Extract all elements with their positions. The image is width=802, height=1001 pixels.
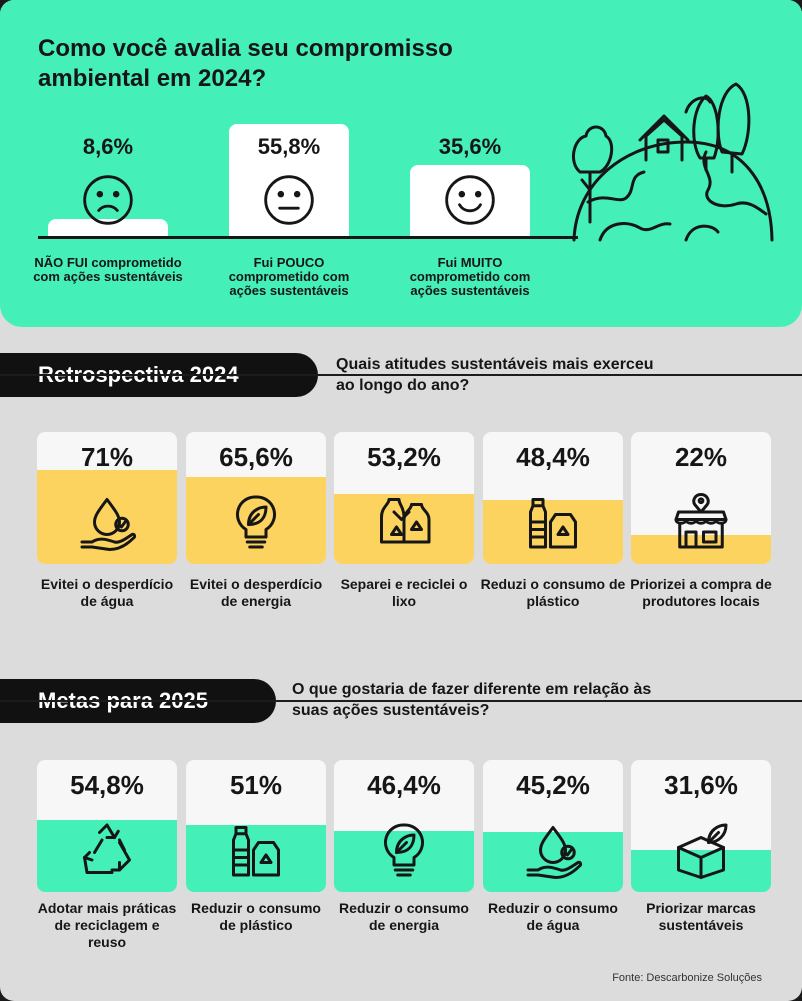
hand-water-drop-icon xyxy=(523,820,583,880)
percentage-bar xyxy=(37,820,177,892)
plastic-bottles-icon xyxy=(523,492,583,552)
stat-card: 22% xyxy=(631,432,771,564)
card-label: Evitei o desperdício de água xyxy=(40,576,174,609)
percentage-bar xyxy=(483,500,623,564)
card-percentage: 53,2% xyxy=(367,442,441,472)
evaluation-percentage: 35,6% xyxy=(438,134,502,159)
card-percentage: 46,4% xyxy=(367,770,441,800)
card-percentage: 31,6% xyxy=(664,770,738,800)
goals-question: O que gostaria de fazer diferente em rel… xyxy=(292,681,652,719)
card-label: Priorizar marcas sustentáveis xyxy=(646,900,756,933)
card-percentage: 51% xyxy=(229,770,283,800)
stat-card: 65,6% xyxy=(186,432,326,564)
plastic-bottles-icon xyxy=(232,826,280,877)
card-label: Reduzir o consumo de plástico xyxy=(191,900,321,933)
sustainable-box-icon xyxy=(677,823,728,879)
percentage-bar xyxy=(334,831,474,892)
card-label: Priorizei a compra de produtores locais xyxy=(630,576,772,609)
local-store-icon xyxy=(671,492,731,552)
evaluation-label: Fui POUCO comprometido com ações sustent… xyxy=(228,255,350,298)
percentage-bar xyxy=(186,825,326,892)
evaluation-label: Fui MUITO comprometido com ações sustent… xyxy=(409,255,531,298)
percentage-bar xyxy=(631,535,771,564)
survey-title: Como você avalia seu compromisso ambient… xyxy=(38,35,453,92)
bar-baseline xyxy=(38,236,578,239)
hand-water-drop-icon xyxy=(80,498,137,551)
stat-card: 48,4% xyxy=(483,432,623,564)
earth-with-house-and-trees-icon xyxy=(571,82,774,242)
recycle-arrows-icon xyxy=(77,820,137,880)
plastic-bottles-icon xyxy=(226,820,286,880)
recycling-bags-icon xyxy=(374,492,434,552)
happy-face-icon xyxy=(410,172,530,233)
card-label: Adotar mais práticas de reciclagem e reu… xyxy=(37,900,177,950)
card-percentage: 45,2% xyxy=(516,770,590,800)
recycling-bags-icon xyxy=(380,498,431,544)
retrospective-question: Quais atitudes sustentáveis mais exerceu… xyxy=(336,356,654,394)
sad-face-icon xyxy=(83,175,133,225)
card-label: Separei e reciclei o lixo xyxy=(340,576,468,609)
sustainable-box-icon xyxy=(671,820,731,880)
source-note: Fonte: Descarbonize Soluções xyxy=(612,972,762,984)
percentage-bar xyxy=(186,477,326,564)
card-label: Reduzir o consumo de água xyxy=(488,900,618,933)
hand-water-drop-icon xyxy=(526,826,583,879)
eco-lightbulb-icon xyxy=(236,495,276,549)
eco-lightbulb-icon xyxy=(384,823,424,877)
eco-lightbulb-icon xyxy=(226,492,286,552)
neutral-face-icon xyxy=(229,172,349,233)
card-percentage: 71% xyxy=(80,442,134,472)
eco-lightbulb-icon xyxy=(374,820,434,880)
neutral-face-icon xyxy=(264,175,314,225)
card-label: Evitei o desperdício de energia xyxy=(189,576,323,609)
local-store-icon xyxy=(674,493,728,549)
card-percentage: 65,6% xyxy=(219,442,293,472)
evaluation-percentage: 8,6% xyxy=(82,134,134,159)
stat-card: 71% xyxy=(37,432,177,564)
stat-card: 54,8% xyxy=(37,760,177,892)
stat-card: 46,4% xyxy=(334,760,474,892)
section-divider xyxy=(0,700,802,702)
evaluation-label: NÃO FUI comprometido com ações sustentáv… xyxy=(33,255,183,284)
card-percentage: 48,4% xyxy=(516,442,590,472)
evaluation-bar xyxy=(48,219,168,236)
stat-card: 51% xyxy=(186,760,326,892)
stat-card: 45,2% xyxy=(483,760,623,892)
card-percentage: 54,8% xyxy=(70,770,144,800)
card-percentage: 22% xyxy=(674,442,728,472)
card-label: Reduzi o consumo de plástico xyxy=(480,576,626,609)
self-evaluation-panel: Como você avalia seu compromisso ambient… xyxy=(0,0,802,327)
card-label: Reduzir o consumo de energia xyxy=(339,900,469,933)
stat-card: 31,6% xyxy=(631,760,771,892)
section-divider xyxy=(0,374,802,376)
hand-water-drop-icon xyxy=(77,492,137,552)
plastic-bottles-icon xyxy=(529,498,577,549)
evaluation-bar xyxy=(229,124,349,236)
sad-face-icon xyxy=(48,172,168,233)
recycle-arrows-icon xyxy=(83,823,131,874)
stat-card: 53,2% xyxy=(334,432,474,564)
evaluation-percentage: 55,8% xyxy=(257,134,321,159)
happy-face-icon xyxy=(445,175,495,225)
